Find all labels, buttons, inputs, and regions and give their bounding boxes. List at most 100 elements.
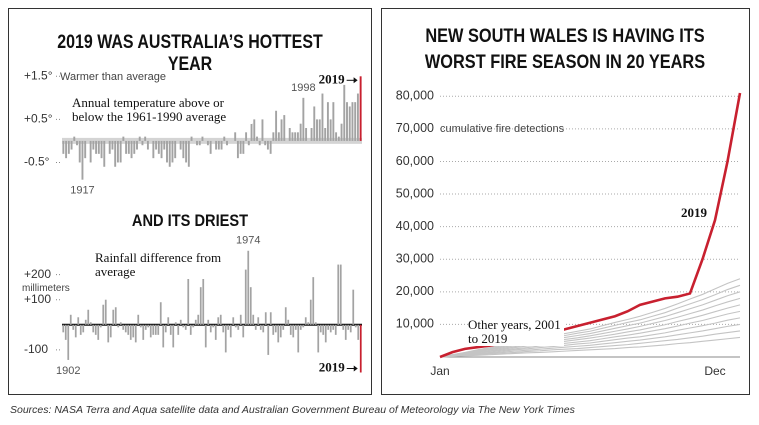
bar xyxy=(277,324,280,343)
bar xyxy=(357,324,360,340)
bar xyxy=(223,136,226,141)
bar xyxy=(89,140,92,163)
bar xyxy=(261,119,264,141)
series-line xyxy=(439,297,741,358)
bar xyxy=(312,277,315,325)
bar xyxy=(237,324,240,330)
bar xyxy=(206,140,209,146)
bar xyxy=(97,324,100,340)
bar xyxy=(264,140,267,146)
bar xyxy=(92,324,95,333)
bar xyxy=(99,324,102,328)
bar xyxy=(256,136,258,141)
series-label: 2019 xyxy=(681,205,708,220)
category-label: 2019 xyxy=(319,359,346,374)
bar xyxy=(209,324,212,333)
bar xyxy=(329,324,332,333)
bar xyxy=(291,132,294,141)
bar xyxy=(95,140,98,154)
bar xyxy=(264,312,267,325)
bar xyxy=(266,140,269,150)
bar xyxy=(147,324,150,328)
bar xyxy=(119,140,122,163)
y-tick-label: +200 xyxy=(24,267,51,281)
bar xyxy=(339,264,342,325)
bar xyxy=(354,102,357,141)
bar xyxy=(239,140,242,154)
bar xyxy=(92,140,95,150)
chart-title: 2019 WAS AUSTRALIA’S HOTTEST YEAR xyxy=(57,32,323,75)
bar xyxy=(226,140,228,146)
bar xyxy=(136,140,138,150)
bar xyxy=(287,319,290,325)
category-label: 1917 xyxy=(70,185,94,197)
bar xyxy=(137,314,140,325)
left-panel xyxy=(8,8,372,395)
bar xyxy=(81,140,84,180)
bar xyxy=(162,324,165,348)
bar xyxy=(67,324,70,360)
y-tick-label: 30,000 xyxy=(396,252,434,266)
bar xyxy=(342,324,345,330)
bar xyxy=(168,140,171,167)
bar xyxy=(199,287,202,325)
bar xyxy=(277,132,280,141)
y-tick-label: +0.5° xyxy=(24,112,53,126)
bar xyxy=(124,324,127,333)
bar xyxy=(242,324,245,338)
y-tick-label: 20,000 xyxy=(396,284,434,298)
annotation: Other years, 2001 to 2019 xyxy=(468,318,564,346)
bar xyxy=(142,324,145,340)
y-tick-label: 10,000 xyxy=(396,317,434,331)
bar xyxy=(108,140,111,154)
bar xyxy=(215,140,218,150)
bar xyxy=(117,324,120,328)
bar xyxy=(169,324,172,335)
bar xyxy=(62,324,65,333)
x-tick-label: Dec xyxy=(704,364,725,378)
bar xyxy=(204,324,207,348)
bar xyxy=(174,140,177,159)
bar xyxy=(324,128,327,141)
bar xyxy=(157,324,160,335)
bar xyxy=(296,132,299,141)
bar xyxy=(132,324,135,338)
category-label: 2019 xyxy=(319,71,346,86)
bar xyxy=(202,272,205,325)
bar xyxy=(89,322,92,325)
bar xyxy=(192,324,195,328)
bar xyxy=(242,140,245,154)
bar xyxy=(259,324,262,330)
bar xyxy=(119,322,122,325)
bar xyxy=(146,140,149,150)
series-line xyxy=(439,330,741,358)
y-tick-label: -0.5° xyxy=(24,155,50,169)
bar xyxy=(304,317,307,325)
bar xyxy=(141,140,144,146)
bar xyxy=(232,317,235,325)
bar xyxy=(102,304,105,325)
bar xyxy=(224,324,227,353)
bar xyxy=(245,132,248,141)
bar xyxy=(313,106,316,141)
bar xyxy=(349,324,352,333)
bar xyxy=(274,324,277,333)
bar xyxy=(239,314,242,325)
bar xyxy=(97,140,100,154)
bar xyxy=(347,324,350,330)
bar xyxy=(254,324,257,330)
bar xyxy=(172,324,175,348)
bar xyxy=(82,324,85,333)
bar xyxy=(149,324,152,338)
bar xyxy=(359,76,362,141)
bar xyxy=(272,132,275,141)
bar xyxy=(299,324,302,330)
chart-title: AND ITS DRIEST xyxy=(131,211,249,230)
bar xyxy=(359,324,362,373)
annotation: Rainfall difference from average xyxy=(95,251,230,279)
bar xyxy=(294,324,297,330)
bar xyxy=(104,299,107,325)
bar xyxy=(324,324,327,343)
bar xyxy=(346,102,348,141)
